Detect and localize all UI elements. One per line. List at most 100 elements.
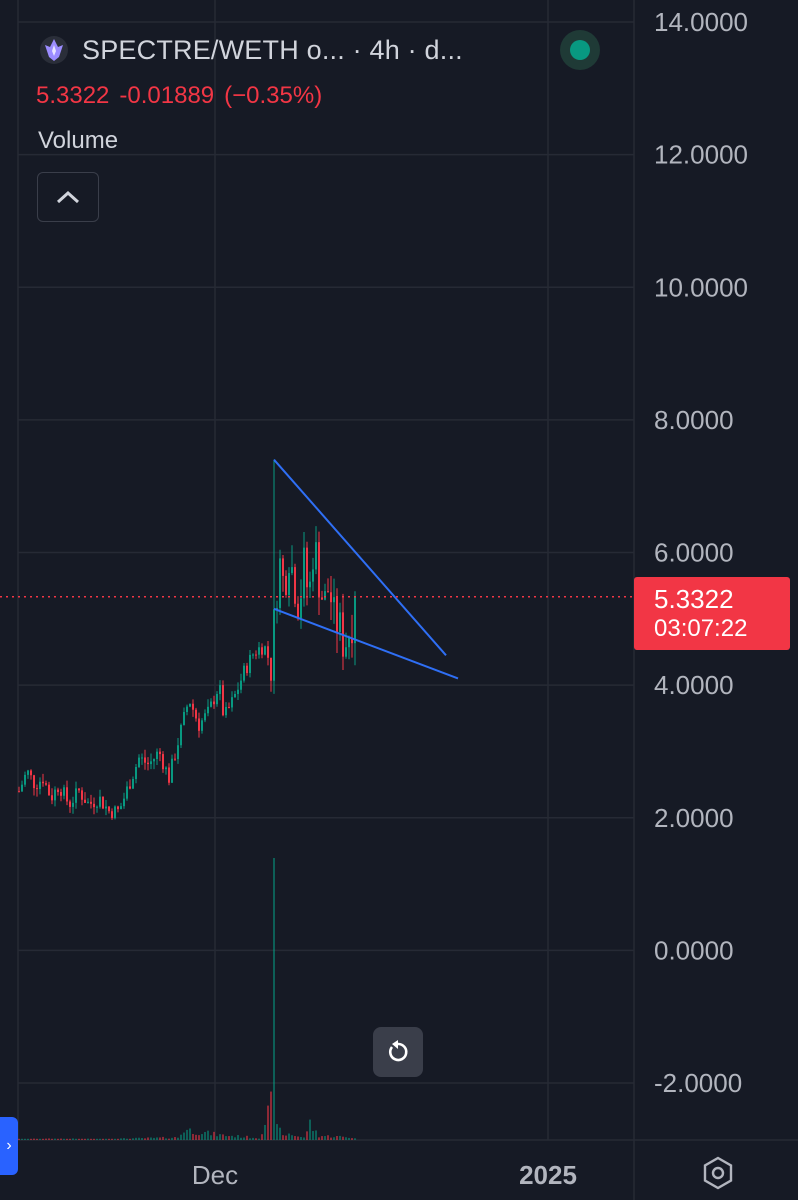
volume-bar xyxy=(39,1138,41,1140)
candle-body xyxy=(288,573,290,595)
volume-bar xyxy=(33,1138,35,1140)
volume-bar xyxy=(90,1138,92,1140)
volume-bar xyxy=(270,1091,272,1140)
volume-bar xyxy=(162,1136,164,1140)
volume-bar xyxy=(222,1134,224,1140)
candle-body xyxy=(219,685,221,694)
candle-body xyxy=(318,542,320,598)
candle-body xyxy=(63,787,65,796)
candle-body xyxy=(297,603,299,619)
volume-indicator-label[interactable]: Volume xyxy=(38,127,119,154)
volume-bar xyxy=(285,1135,287,1140)
candle-body xyxy=(222,685,224,716)
candle-body xyxy=(276,607,278,610)
candle-body xyxy=(324,591,326,600)
candle-body xyxy=(207,706,209,714)
candle-body xyxy=(105,806,107,809)
candle-body xyxy=(150,761,152,765)
volume-bar xyxy=(48,1138,50,1140)
candle-body xyxy=(291,567,293,574)
volume-bar xyxy=(225,1136,227,1140)
price-readout: 5.3322 -0.01889 (−0.35%) xyxy=(36,82,332,110)
volume-bar xyxy=(276,1124,278,1140)
volume-bar xyxy=(213,1131,215,1140)
candle-body xyxy=(258,647,260,655)
candle-body xyxy=(303,547,305,599)
volume-bar xyxy=(60,1138,62,1140)
candle-body xyxy=(312,569,314,582)
reset-rotate-icon xyxy=(388,1040,408,1062)
y-axis-tick-labels: 14.0000 12.0000 10.0000 8.0000 6.0000 4.0000 2… xyxy=(654,7,748,1098)
volume-bar xyxy=(54,1138,56,1140)
candle-body xyxy=(111,811,113,819)
volume-bar xyxy=(300,1137,302,1140)
volume-bar xyxy=(180,1134,182,1140)
candle-body xyxy=(66,787,68,802)
symbol-title[interactable]: SPECTRE/WETH o... · 4h · d... xyxy=(82,34,463,65)
candle-body xyxy=(234,693,236,698)
candle-body xyxy=(189,703,191,707)
candle-body xyxy=(126,786,128,799)
collapse-indicators-button[interactable] xyxy=(37,172,99,222)
volume-bar xyxy=(264,1124,266,1140)
candle-body xyxy=(315,542,317,570)
volume-bar xyxy=(309,1119,311,1140)
candle-body xyxy=(138,757,140,767)
price-change-percent: (−0.35%) xyxy=(224,82,323,109)
volume-bar xyxy=(69,1138,71,1140)
candle-body xyxy=(354,596,356,644)
y-tick-label: 0.0000 xyxy=(654,935,734,965)
volume-bars xyxy=(18,858,356,1140)
candle-body xyxy=(267,646,269,658)
candle-body xyxy=(54,789,56,801)
candle-body xyxy=(231,697,233,708)
status-dot-icon[interactable] xyxy=(560,30,600,70)
y-tick-label: 14.0000 xyxy=(654,7,748,37)
volume-bar xyxy=(261,1134,263,1140)
candle-body xyxy=(168,767,170,783)
volume-bar xyxy=(249,1138,251,1140)
volume-bar xyxy=(120,1138,122,1140)
candle-body xyxy=(225,706,227,716)
volume-bar xyxy=(207,1130,209,1140)
chevron-up-icon xyxy=(56,190,80,204)
volume-bar xyxy=(189,1128,191,1140)
candle-body xyxy=(294,567,296,604)
candle-body xyxy=(351,637,353,644)
candle-body xyxy=(255,654,257,656)
candle-body xyxy=(282,558,284,576)
volume-bar xyxy=(51,1138,53,1140)
candle-body xyxy=(180,724,182,746)
volume-bar xyxy=(342,1136,344,1140)
volume-bar xyxy=(195,1134,197,1140)
candle-body xyxy=(132,778,134,789)
candle-body xyxy=(84,799,86,803)
candle-body xyxy=(177,745,179,760)
volume-bar xyxy=(108,1138,110,1140)
volume-bar xyxy=(84,1138,86,1140)
candle-body xyxy=(333,597,335,603)
volume-bar xyxy=(297,1136,299,1140)
candle-body xyxy=(27,770,29,775)
candle-body xyxy=(336,597,338,633)
y-tick-label: 10.0000 xyxy=(654,272,748,302)
candle-body xyxy=(246,665,248,674)
volume-bar xyxy=(234,1137,236,1140)
volume-bar xyxy=(330,1137,332,1140)
candle-body xyxy=(141,757,143,759)
volume-bar xyxy=(30,1138,32,1140)
candle-body xyxy=(192,703,194,710)
candlestick-series xyxy=(18,459,356,820)
volume-bar xyxy=(231,1135,233,1140)
volume-bar xyxy=(27,1138,29,1140)
candle-body xyxy=(348,637,350,648)
volume-bar xyxy=(102,1138,104,1140)
settings-hex-icon[interactable] xyxy=(700,1155,736,1191)
candle-body xyxy=(240,680,242,690)
candle-body xyxy=(21,784,23,792)
candle-body xyxy=(210,701,212,707)
candle-body xyxy=(81,790,83,800)
reset-chart-button[interactable] xyxy=(373,1027,423,1077)
chevron-right-icon[interactable]: › xyxy=(0,1117,18,1175)
volume-bar xyxy=(327,1135,329,1140)
